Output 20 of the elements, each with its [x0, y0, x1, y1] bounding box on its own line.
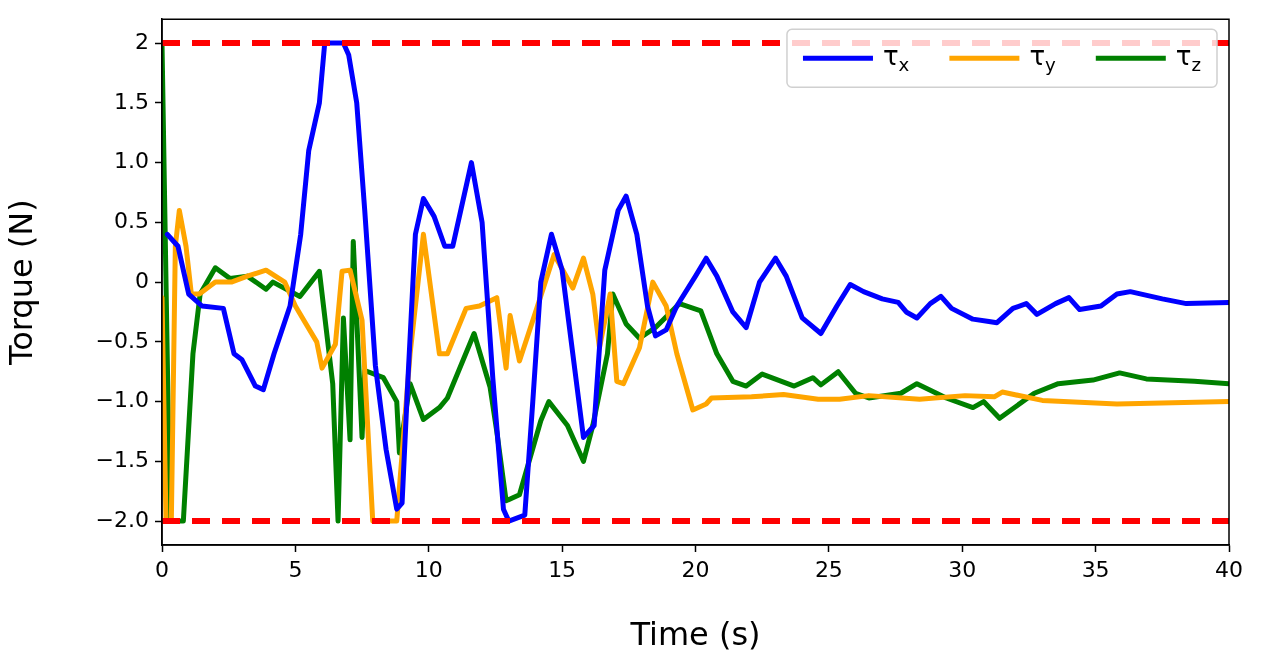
y-tick-label: 1.0 [114, 148, 149, 174]
y-tick-label: 0.5 [114, 208, 149, 234]
y-tick-label: −2.0 [95, 506, 149, 532]
x-tick-label: 30 [948, 556, 977, 582]
x-tick-label: 35 [1081, 556, 1110, 582]
x-tick-label: 5 [288, 556, 303, 582]
y-tick-label: 0 [135, 267, 149, 293]
x-tick-label: 0 [155, 556, 169, 582]
y-tick-label: 2 [135, 28, 149, 54]
y-tick-label: −1.0 [95, 387, 149, 413]
x-tick-label: 20 [681, 556, 710, 582]
y-tick-label: −1.5 [95, 447, 149, 473]
x-tick-label: 25 [814, 556, 843, 582]
x-tick-label: 15 [548, 556, 577, 582]
x-axis-title: Time (s) [629, 615, 761, 654]
x-tick-label: 10 [414, 556, 443, 582]
x-tick-label: 40 [1215, 556, 1243, 582]
y-tick-label: −0.5 [95, 327, 149, 353]
y-tick-label: 1.5 [114, 88, 149, 114]
y-axis-title: Torque (N) [1, 199, 40, 366]
